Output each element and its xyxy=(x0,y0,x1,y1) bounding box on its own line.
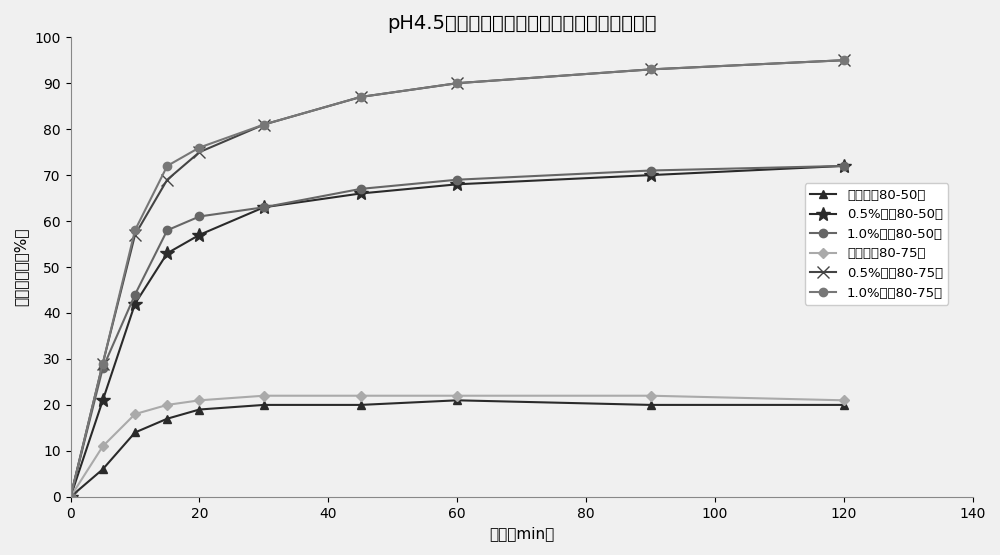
1.0%吐温80-50转 xyxy=(97,365,109,371)
1.0%吐温80-50转 xyxy=(129,291,141,298)
1.0%吐温80-75转 xyxy=(97,360,109,367)
Line: 1.0%吐温80-50转: 1.0%吐温80-50转 xyxy=(66,162,848,501)
Title: pH4.5醋酸盐介质不同吐温添加量与转速的选择: pH4.5醋酸盐介质不同吐温添加量与转速的选择 xyxy=(387,14,656,33)
1.0%吐温80-50转 xyxy=(838,163,850,169)
Legend: 未加吐温80-50转, 0.5%吐温80-50转, 1.0%吐温80-50转, 未加吐温80-75转, 0.5%吐温80-75转, 1.0%吐温80-75转: 未加吐温80-50转, 0.5%吐温80-50转, 1.0%吐温80-50转, … xyxy=(805,183,948,305)
1.0%吐温80-75转 xyxy=(838,57,850,63)
未加吐温80-75转 xyxy=(97,443,109,450)
0.5%吐温80-75转 xyxy=(129,231,141,238)
0.5%吐温80-75转 xyxy=(258,121,270,128)
1.0%吐温80-75转 xyxy=(451,80,463,87)
0.5%吐温80-50转 xyxy=(355,190,367,197)
0.5%吐温80-50转 xyxy=(129,300,141,307)
未加吐温80-50转 xyxy=(161,415,173,422)
0.5%吐温80-50转 xyxy=(451,181,463,188)
未加吐温80-50转 xyxy=(645,402,657,408)
Line: 未加吐温80-50转: 未加吐温80-50转 xyxy=(66,396,848,501)
未加吐温80-50转 xyxy=(65,493,77,500)
1.0%吐温80-50转 xyxy=(645,167,657,174)
Line: 0.5%吐温80-75转: 0.5%吐温80-75转 xyxy=(64,54,850,503)
未加吐温80-50转 xyxy=(97,466,109,473)
1.0%吐温80-50转 xyxy=(451,176,463,183)
0.5%吐温80-75转 xyxy=(645,66,657,73)
1.0%吐温80-75转 xyxy=(645,66,657,73)
未加吐温80-75转 xyxy=(355,392,367,399)
未加吐温80-75转 xyxy=(193,397,205,403)
Line: 1.0%吐温80-75转: 1.0%吐温80-75转 xyxy=(66,56,848,501)
未加吐温80-75转 xyxy=(451,392,463,399)
1.0%吐温80-50转 xyxy=(193,213,205,220)
0.5%吐温80-50转 xyxy=(193,231,205,238)
1.0%吐温80-75转 xyxy=(193,144,205,151)
0.5%吐温80-50转 xyxy=(65,493,77,500)
0.5%吐温80-75转 xyxy=(193,149,205,155)
未加吐温80-75转 xyxy=(161,402,173,408)
0.5%吐温80-50转 xyxy=(161,250,173,256)
未加吐温80-50转 xyxy=(451,397,463,403)
1.0%吐温80-75转 xyxy=(355,94,367,100)
未加吐温80-75转 xyxy=(65,493,77,500)
Line: 0.5%吐温80-50转: 0.5%吐温80-50转 xyxy=(64,159,851,504)
0.5%吐温80-75转 xyxy=(161,176,173,183)
1.0%吐温80-75转 xyxy=(258,121,270,128)
未加吐温80-50转 xyxy=(838,402,850,408)
0.5%吐温80-75转 xyxy=(451,80,463,87)
Line: 未加吐温80-75转: 未加吐温80-75转 xyxy=(67,392,847,500)
0.5%吐温80-75转 xyxy=(355,94,367,100)
未加吐温80-50转 xyxy=(129,429,141,436)
未加吐温80-75转 xyxy=(129,411,141,417)
未加吐温80-50转 xyxy=(258,402,270,408)
1.0%吐温80-50转 xyxy=(65,493,77,500)
1.0%吐温80-75转 xyxy=(161,163,173,169)
0.5%吐温80-50转 xyxy=(645,172,657,179)
1.0%吐温80-50转 xyxy=(355,185,367,192)
X-axis label: 时间（min）: 时间（min） xyxy=(489,526,554,541)
0.5%吐温80-75转 xyxy=(97,360,109,367)
未加吐温80-50转 xyxy=(193,406,205,413)
0.5%吐温80-75转 xyxy=(838,57,850,63)
0.5%吐温80-50转 xyxy=(838,163,850,169)
Y-axis label: 累积溶出度（%）: 累积溶出度（%） xyxy=(14,228,29,306)
未加吐温80-75转 xyxy=(838,397,850,403)
0.5%吐温80-50转 xyxy=(97,397,109,403)
未加吐温80-50转 xyxy=(355,402,367,408)
1.0%吐温80-75转 xyxy=(129,227,141,234)
0.5%吐温80-75转 xyxy=(65,493,77,500)
1.0%吐温80-50转 xyxy=(161,227,173,234)
1.0%吐温80-50转 xyxy=(258,204,270,210)
未加吐温80-75转 xyxy=(258,392,270,399)
未加吐温80-75转 xyxy=(645,392,657,399)
1.0%吐温80-75转 xyxy=(65,493,77,500)
0.5%吐温80-50转 xyxy=(258,204,270,210)
